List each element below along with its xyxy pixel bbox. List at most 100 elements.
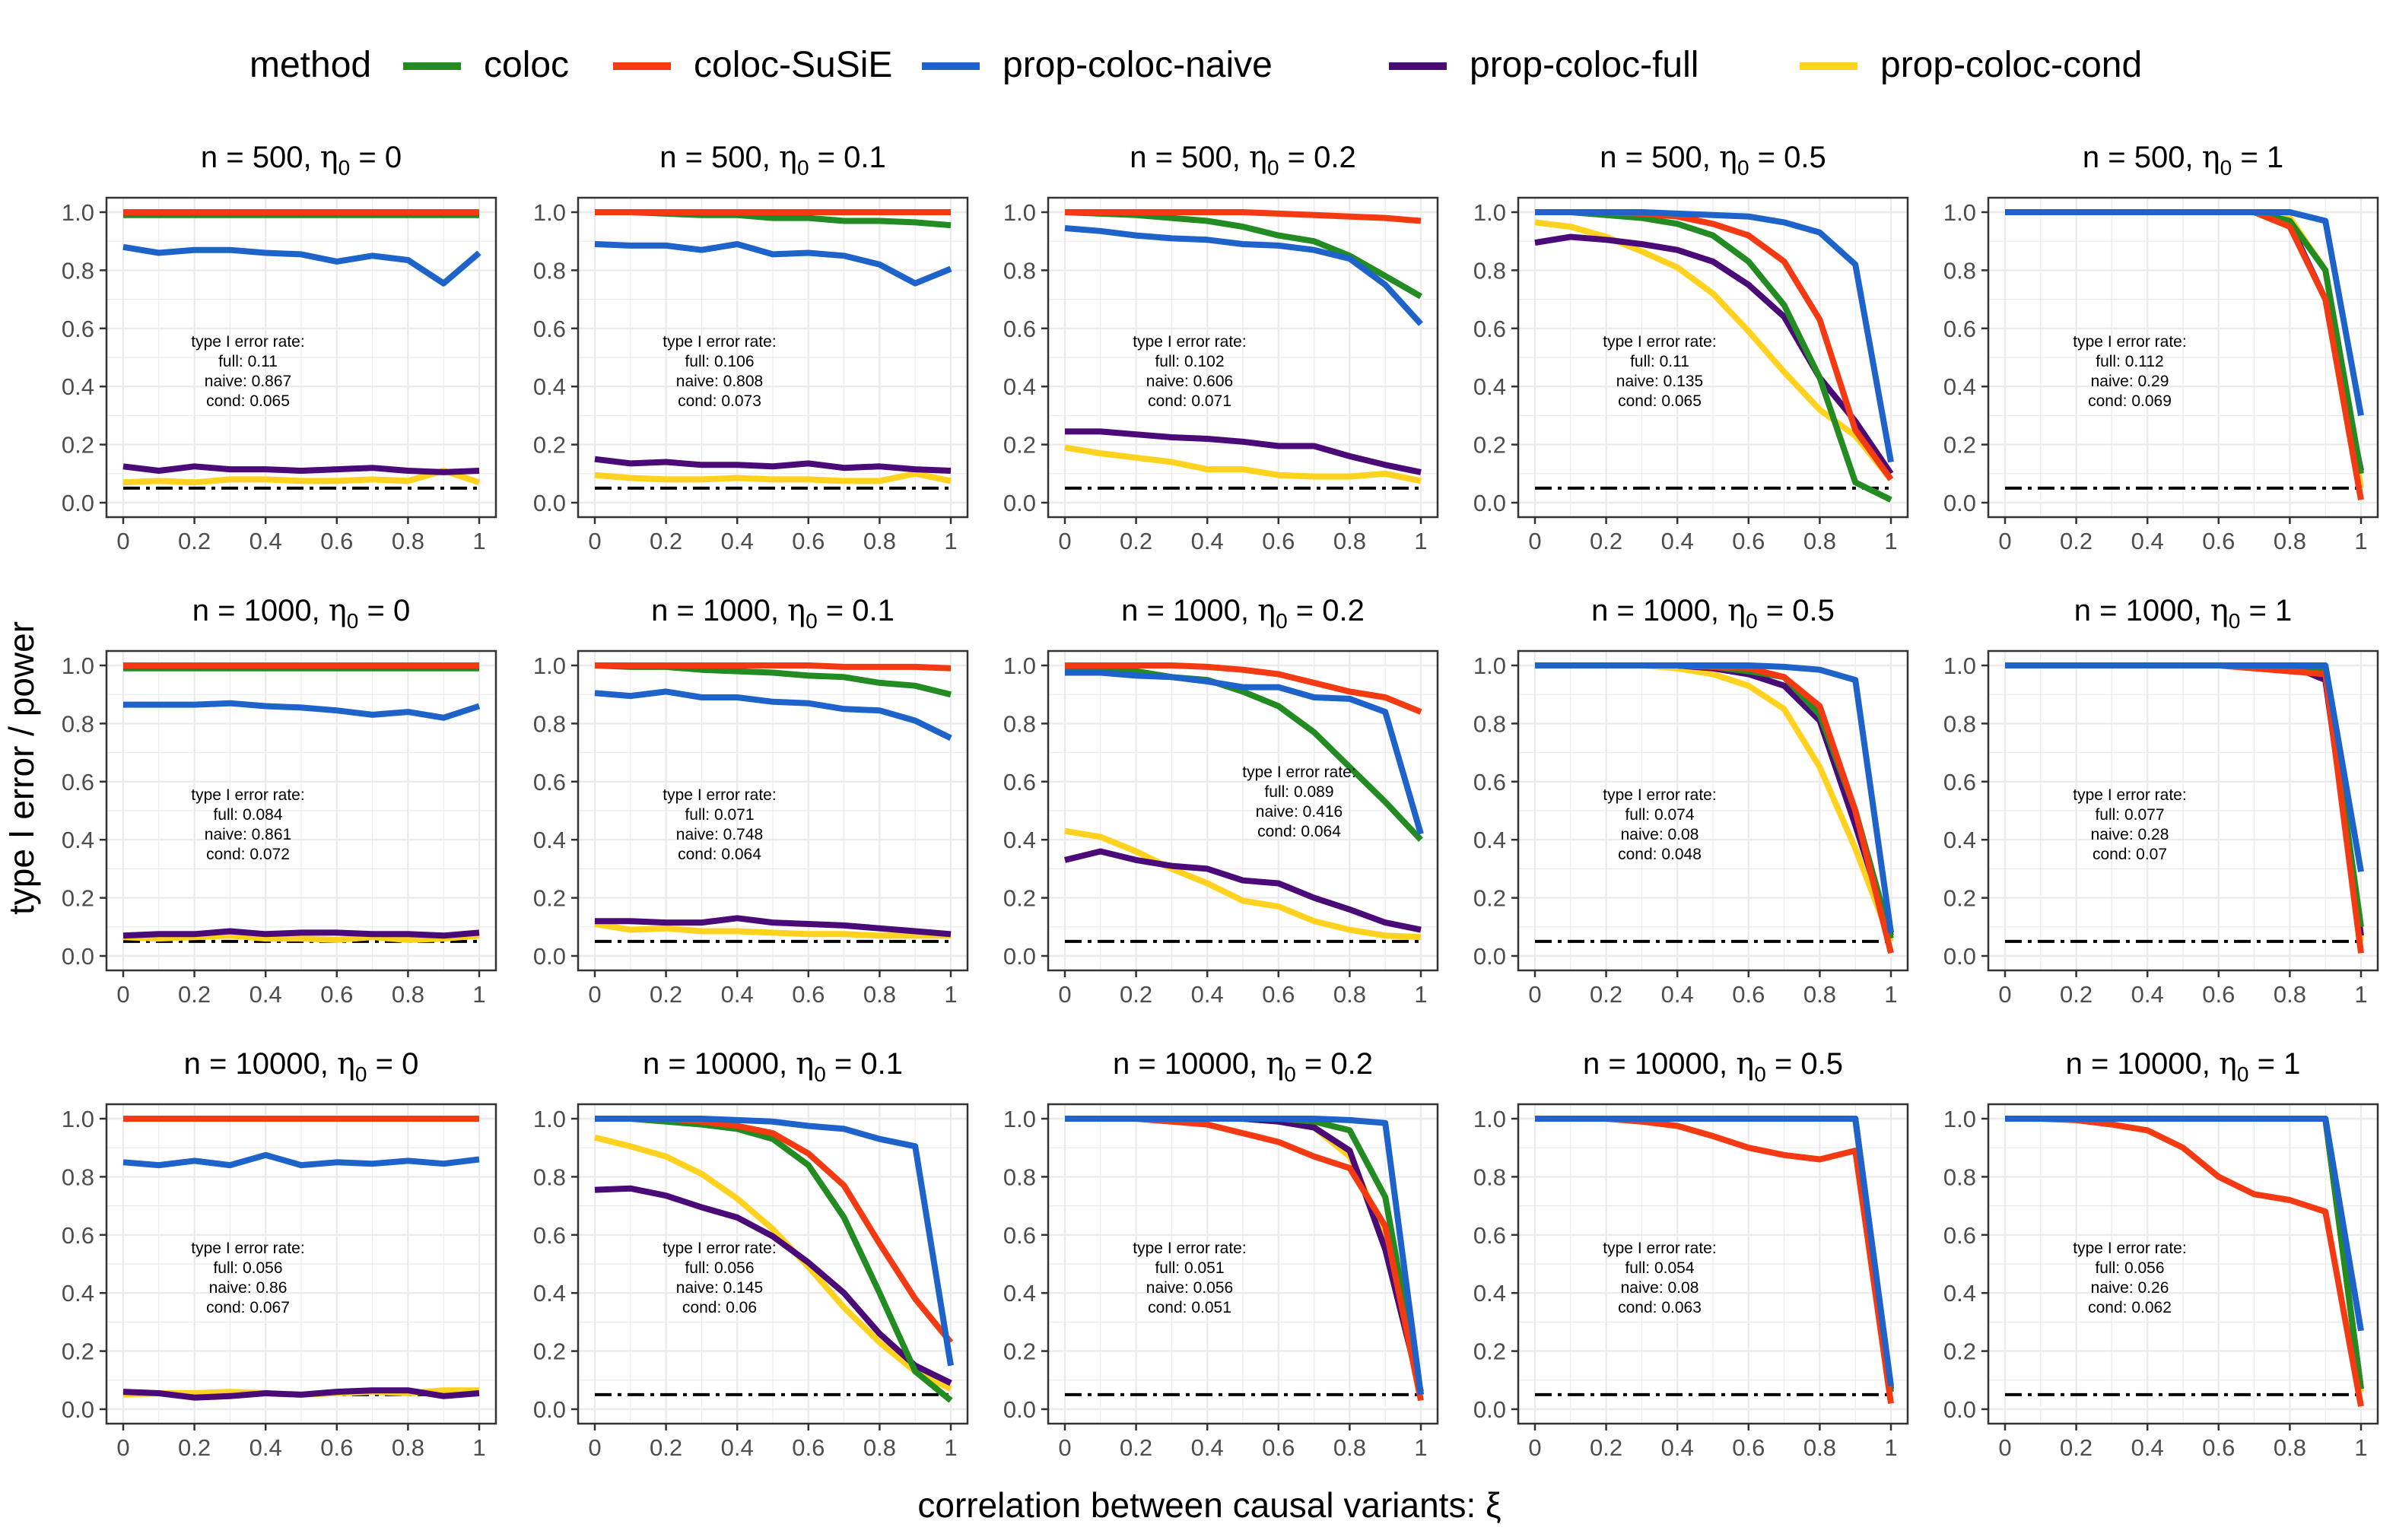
x-tick-label: 1 — [1414, 981, 1427, 1008]
panel-title-n: n = 1000, — [2074, 594, 2210, 627]
x-tick-label: 0.4 — [1661, 528, 1694, 554]
y-tick-label: 0.4 — [1943, 827, 1976, 853]
x-tick-label: 0.4 — [1661, 981, 1694, 1008]
y-tick-label: 1.0 — [1473, 653, 1506, 679]
x-tick-label: 0.6 — [2202, 528, 2235, 554]
panel-title-sub: 0 — [1737, 156, 1749, 179]
panel-title-value: = 0.1 — [809, 141, 886, 174]
panel-n1000-eta1: n = 1000, η0 = 10.00.20.40.60.81.00 0.2 0.… — [1943, 593, 2379, 1008]
type1-error-annotation: type I error rate: full: 0.071 naive: 0.74… — [663, 786, 776, 863]
x-tick-label: 0 — [1998, 981, 2011, 1008]
panel-n1000-eta0.1: n = 1000, η0 = 0.10.00.20.40.60.81.00 0.2… — [533, 593, 969, 1008]
panel-title-sub: 0 — [347, 609, 359, 633]
panel-title-eta: η — [787, 593, 806, 628]
x-tick-label: 0.6 — [792, 528, 825, 554]
annotation-line: cond: 0.071 — [1148, 392, 1231, 410]
annotation-line: type I error rate: — [191, 786, 304, 804]
type1-error-annotation: type I error rate: full: 0.106 naive: 0.80… — [663, 333, 776, 410]
y-tick-label: 0.8 — [62, 1164, 94, 1190]
panel-title: n = 500, η0 = 0.5 — [1600, 140, 1826, 179]
panel-title-sub: 0 — [2220, 156, 2232, 179]
y-tick-label: 0.4 — [1003, 827, 1036, 853]
panel-title-sub: 0 — [338, 156, 351, 179]
annotation-line: type I error rate: — [663, 1240, 776, 1257]
x-tick-label: 0 — [1528, 981, 1541, 1008]
annotation-line: full: 0.056 — [2095, 1259, 2164, 1277]
y-tick-label: 0.0 — [1003, 943, 1036, 970]
y-tick-label: 0.0 — [1943, 490, 1976, 516]
panel-border — [577, 1103, 969, 1425]
y-tick-label: 0.4 — [533, 373, 566, 400]
x-tick-label: 0 — [1998, 528, 2011, 554]
y-tick-label: 0.0 — [1943, 943, 1976, 970]
y-tick-label: 0.6 — [1943, 1222, 1976, 1249]
panel-title-sub: 0 — [1276, 609, 1288, 633]
legend-key-coloc — [403, 62, 461, 70]
annotation-line: naive: 0.29 — [2091, 373, 2169, 390]
annotation-line: naive: 0.861 — [205, 826, 291, 843]
annotation-line: cond: 0.065 — [1618, 392, 1702, 410]
type1-error-annotation: type I error rate: full: 0.102 naive: 0.60… — [1133, 333, 1246, 410]
annotation-line: full: 0.051 — [1155, 1259, 1224, 1277]
x-tick-label: 0.4 — [249, 528, 282, 554]
panel-title: n = 500, η0 = 1 — [2083, 140, 2283, 179]
y-tick-label: 1.0 — [1473, 1106, 1506, 1132]
y-axis-label: type I error / power — [2, 621, 41, 915]
x-tick-label: 0.2 — [178, 981, 211, 1008]
y-tick-label: 1.0 — [1943, 653, 1976, 679]
y-tick-label: 0.6 — [62, 316, 94, 342]
panel-title-sub: 0 — [1746, 609, 1758, 633]
x-tick-label: 0.6 — [1732, 528, 1765, 554]
series-line-prop-coloc-full — [594, 1185, 952, 1386]
panel-n10000-eta0.5: n = 10000, η0 = 0.50.00.20.40.60.81.00 0.… — [1473, 1046, 1909, 1461]
panel-title-value: = 0.5 — [1758, 594, 1835, 627]
y-tick-label: 0.4 — [62, 1280, 94, 1307]
x-tick-label: 0.4 — [1661, 1434, 1694, 1461]
annotation-line: full: 0.084 — [213, 806, 282, 824]
y-tick-label: 0.4 — [1943, 1280, 1976, 1307]
annotation-line: type I error rate: — [1242, 764, 1355, 781]
panel-border — [1987, 649, 2379, 972]
series-line-prop-coloc-naive — [1065, 669, 1424, 835]
panel-n500-eta1: n = 500, η0 = 10.00.20.40.60.81.00 0.2 0.4… — [1943, 140, 2379, 554]
panel-n500-eta0.1: n = 500, η0 = 0.10.00.20.40.60.81.00 0.2 0… — [533, 140, 969, 554]
type1-error-annotation: type I error rate: full: 0.074 naive: 0.08… — [1603, 786, 1716, 863]
series-line-prop-coloc-naive — [1064, 225, 1423, 326]
y-tick-label: 0.6 — [1003, 769, 1036, 795]
x-tick-label: 1 — [1884, 1434, 1897, 1461]
legend-label-coloc: coloc — [484, 45, 570, 85]
panel-title: n = 10000, η0 = 0.2 — [1113, 1046, 1373, 1086]
x-tick-label: 0.2 — [178, 1434, 211, 1461]
panel-title-eta: η — [779, 140, 797, 175]
panel-title-value: = 0 — [367, 1047, 419, 1081]
y-tick-label: 0.4 — [62, 373, 94, 400]
panel-n500-eta0: n = 500, η0 = 00.00.20.40.60.81.00 0.2 0.4… — [62, 140, 497, 554]
annotation-line: type I error rate: — [191, 333, 304, 351]
x-tick-label: 1 — [472, 528, 485, 554]
panel-title-n: n = 500, — [201, 141, 320, 174]
x-tick-label: 0.8 — [863, 1434, 896, 1461]
panel-border — [1517, 649, 1909, 972]
series-line-prop-coloc-full — [1065, 428, 1422, 475]
annotation-line: full: 0.071 — [685, 806, 754, 824]
panel-border — [1517, 196, 1909, 519]
y-tick-label: 1.0 — [1473, 199, 1506, 226]
x-tick-label: 0.2 — [2060, 1434, 2093, 1461]
panel-title: n = 500, η0 = 0 — [201, 140, 402, 179]
series-line-prop-coloc-naive — [122, 1151, 480, 1169]
annotation-line: cond: 0.069 — [2088, 392, 2172, 410]
x-tick-label: 0.2 — [1120, 981, 1152, 1008]
annotation-line: naive: 0.606 — [1146, 373, 1233, 390]
series-line-prop-coloc-cond — [594, 921, 951, 939]
y-tick-label: 0.2 — [533, 432, 566, 459]
panel-n500-eta0.2: n = 500, η0 = 0.20.00.20.40.60.81.00 0.2 0… — [1003, 140, 1439, 554]
series-line-prop-coloc-naive — [1535, 209, 1894, 463]
annotation-line: full: 0.089 — [1264, 783, 1333, 801]
x-tick-label: 0.2 — [2060, 528, 2093, 554]
x-tick-label: 0.6 — [320, 981, 353, 1008]
panel-title: n = 1000, η0 = 0.1 — [651, 593, 895, 633]
series-line-prop-coloc-naive — [1535, 662, 1894, 933]
panel-title-value: = 0.5 — [1749, 141, 1826, 174]
panel-title-value: = 0 — [350, 141, 402, 174]
x-tick-label: 0.8 — [1333, 1434, 1366, 1461]
